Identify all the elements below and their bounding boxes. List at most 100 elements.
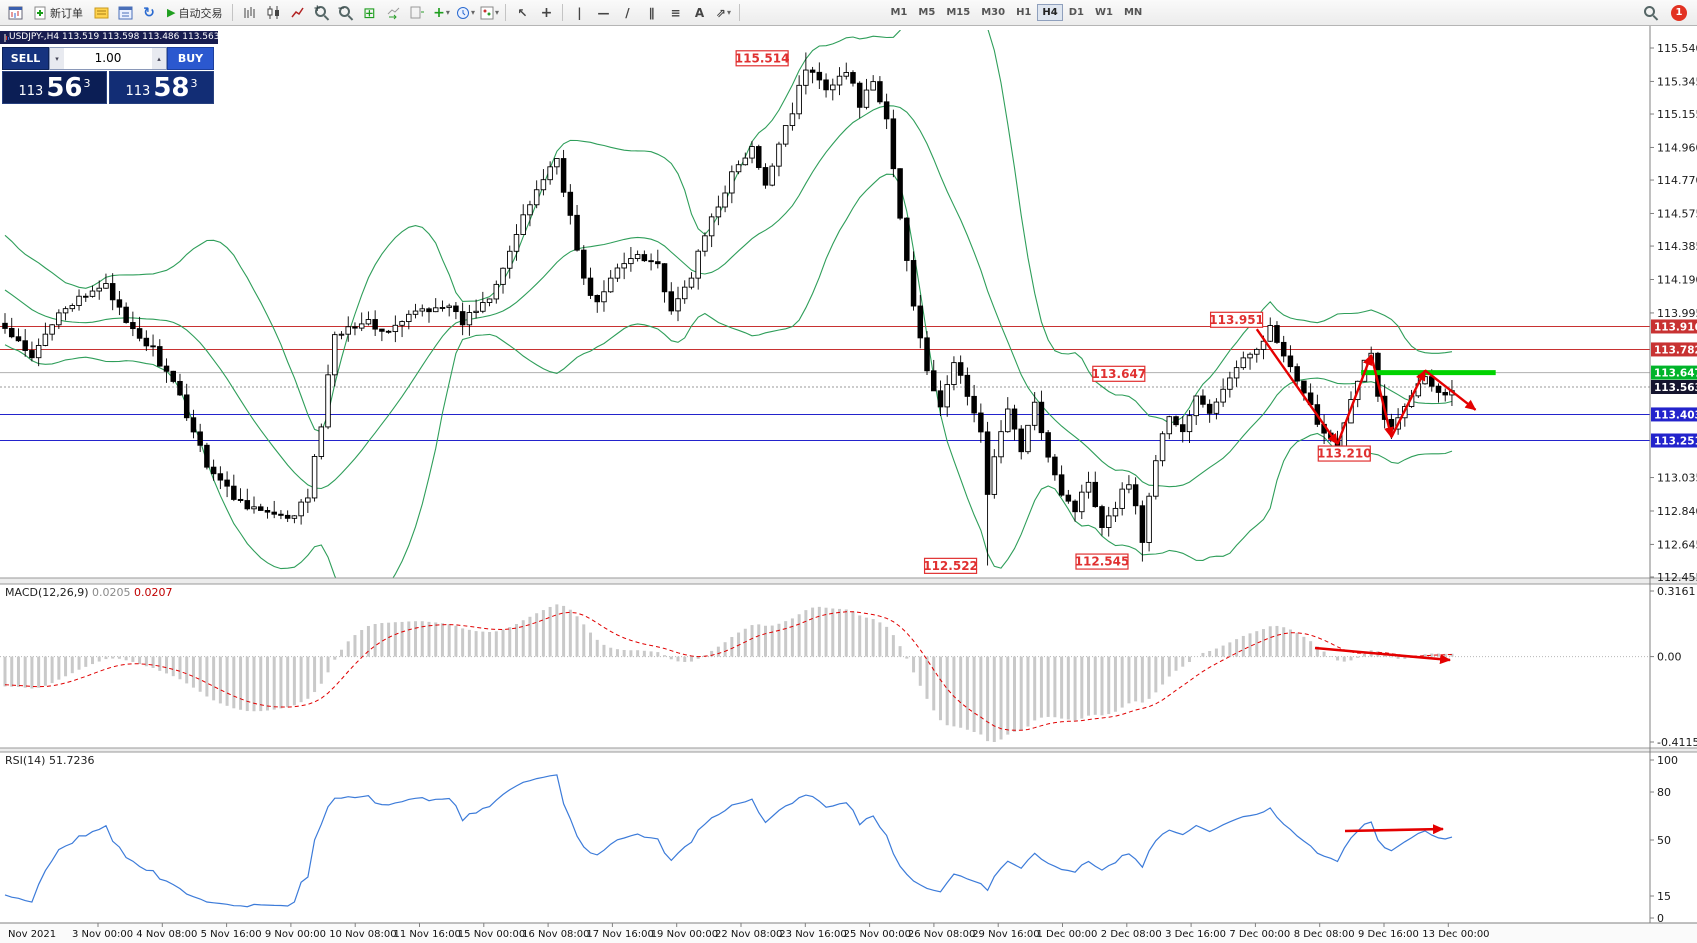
panel-divider[interactable] [0,578,1697,584]
svg-text:3 Nov 00:00: 3 Nov 00:00 [72,929,133,940]
svg-text:113.403: 113.403 [1654,409,1697,421]
market-watch-icon[interactable] [90,3,112,23]
svg-text:13 Dec 00:00: 13 Dec 00:00 [1422,929,1489,940]
lot-increase-button[interactable]: ▴ [152,48,166,69]
new-order-button[interactable]: 新订单 [28,3,88,23]
timeframe-m1[interactable]: M1 [885,4,912,21]
lot-decrease-button[interactable]: ▾ [50,48,64,69]
horizontal-line-tool-icon[interactable]: — [597,5,610,20]
svg-text:114.190: 114.190 [1657,273,1697,286]
timeframe-h1[interactable]: H1 [1011,4,1036,21]
auto-scroll-icon[interactable] [382,3,404,23]
search-icon[interactable] [1639,3,1661,23]
templates-icon[interactable]: ▾ [478,3,500,23]
bar-chart-type-icon[interactable] [238,3,260,23]
svg-text:113.995: 113.995 [1657,307,1697,320]
timeframe-m5[interactable]: M5 [913,4,940,21]
macd-signal-value: 0.0207 [134,586,173,599]
buy-price-display[interactable]: 113 58 3 [109,71,214,104]
zoom-out-icon[interactable]: − [334,3,356,23]
chart-window-icon[interactable] [4,3,26,23]
buy-button[interactable]: BUY [167,47,214,70]
svg-text:9 Dec 16:00: 9 Dec 16:00 [1358,929,1419,940]
vertical-line-tool-icon[interactable]: | [577,5,582,20]
timeframe-m15[interactable]: M15 [941,4,975,21]
chart-shift-icon[interactable] [406,3,428,23]
sell-price-big: 56 [46,73,83,103]
auto-trading-button[interactable]: ▶ 自动交易 [162,3,227,23]
svg-text:113.035: 113.035 [1657,472,1697,485]
rsi-name: RSI(14) [5,754,46,767]
timeframe-w1[interactable]: W1 [1090,4,1118,21]
toolbar-right-group: 1 [1639,3,1687,23]
main-chart[interactable] [0,0,1650,606]
svg-text:7 Dec 00:00: 7 Dec 00:00 [1229,929,1290,940]
price-badge [1651,407,1697,422]
text-tool-icon[interactable]: A [694,5,705,20]
candlestick-chart-type-icon[interactable] [262,3,284,23]
periods-icon[interactable]: ▾ [454,3,476,23]
notification-badge[interactable]: 1 [1671,4,1687,21]
main-toolbar: 新订单 ↻ ▶ 自动交易 + − ⊞ [0,0,1697,26]
svg-text:10 Nov 08:00: 10 Nov 08:00 [329,929,396,940]
toolbar-separator [232,4,234,21]
projection-arrow [1255,328,1339,445]
toolbar-separator [562,4,564,21]
svg-text:15: 15 [1657,890,1671,903]
svg-text:0.00: 0.00 [1657,651,1682,664]
price-axis[interactable]: 115.540 115.345 115.155 114.960 114.770 114.5… [1649,26,1697,925]
chart-window-title[interactable]: USDJPY-,H4 113.519 113.598 113.486 113.5… [0,31,220,44]
line-chart-type-icon[interactable] [286,3,308,23]
price-badge [1651,433,1697,448]
chart-title-text: USDJPY-,H4 113.519 113.598 113.486 113.5… [9,32,220,42]
channel-tool-icon[interactable]: ∥ [648,5,655,20]
data-window-icon[interactable] [114,3,136,23]
one-click-trading-panel: SELL ▾ 1.00 ▴ BUY 113 56 3 113 58 3 [2,47,214,104]
svg-text:0: 0 [1657,912,1664,925]
dropdown-icon: ▾ [445,8,450,17]
dropdown-icon: ▾ [494,8,499,17]
sell-price-prefix: 113 [18,84,44,99]
svg-text:115.514: 115.514 [735,51,790,65]
svg-text:115.540: 115.540 [1657,42,1697,55]
lot-size-field[interactable]: ▾ 1.00 ▴ [49,47,167,70]
svg-text:112.645: 112.645 [1657,538,1697,551]
trendline-tool-icon[interactable]: / [625,5,630,20]
macd-trend-arrow [1314,646,1451,665]
projection-arrow [1424,369,1477,411]
projection-arrow [1336,354,1373,445]
svg-text:114.575: 114.575 [1657,207,1697,220]
panel-divider[interactable] [0,748,1697,752]
timeframe-d1[interactable]: D1 [1064,4,1089,21]
svg-text:112.840: 112.840 [1657,505,1697,518]
add-indicator-icon[interactable]: + ▾ [433,4,450,21]
svg-text:15 Nov 00:00: 15 Nov 00:00 [458,929,525,940]
cursor-icon[interactable]: ↖ [517,5,528,20]
svg-text:22 Nov 08:00: 22 Nov 08:00 [715,929,782,940]
zoom-in-icon[interactable]: + [310,3,332,23]
new-order-label: 新订单 [50,6,83,20]
svg-text:113.251: 113.251 [1654,436,1697,448]
svg-text:80: 80 [1657,786,1671,799]
rsi-panel[interactable] [4,774,1453,908]
crosshair-icon[interactable]: + [540,4,553,21]
macd-label: MACD(12,26,9) 0.0205 0.0207 [5,586,173,599]
time-axis[interactable]: Nov 2021 3 Nov 00:00 4 Nov 08:00 5 Nov 16:0… [8,923,1490,940]
svg-text:113.210: 113.210 [1317,447,1372,461]
svg-text:Nov 2021: Nov 2021 [8,929,56,940]
fibonacci-tool-icon[interactable]: ≡ [670,5,681,20]
timeframe-mn[interactable]: MN [1119,4,1147,21]
sell-price-display[interactable]: 113 56 3 [2,71,107,104]
timeframe-m30[interactable]: M30 [976,4,1010,21]
macd-panel[interactable] [0,604,1650,742]
lot-size-value[interactable]: 1.00 [94,51,122,65]
tile-windows-icon[interactable]: ⊞ [363,3,376,22]
sell-button[interactable]: SELL [2,47,49,70]
refresh-icon[interactable]: ↻ [143,4,155,21]
label-tool-icon[interactable]: ⇗ ▾ [715,5,731,20]
svg-text:17 Nov 16:00: 17 Nov 16:00 [586,929,653,940]
timeframe-h4[interactable]: H4 [1037,4,1063,21]
macd-main-value: 0.0205 [92,586,131,599]
svg-text:113.647: 113.647 [1654,368,1697,380]
